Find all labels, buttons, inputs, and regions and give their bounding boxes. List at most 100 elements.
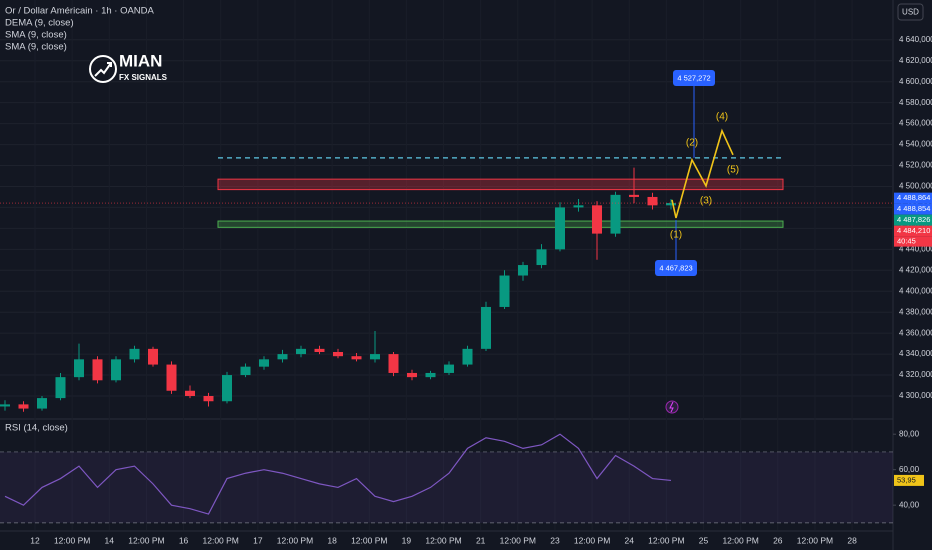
y-tick-label: 4 640,000 <box>899 35 932 44</box>
y-tick-label: 4 520,000 <box>899 161 932 170</box>
candle-body <box>203 396 214 402</box>
candle-body <box>555 207 565 250</box>
candle-body <box>462 348 473 365</box>
annotation-box <box>655 260 697 276</box>
candle-body <box>592 205 602 234</box>
rsi-line <box>4 433 672 515</box>
price-badge-label: 4 488,864 <box>897 193 930 202</box>
candle-body <box>296 348 306 355</box>
annotation-label: 4 467,823 <box>659 263 692 272</box>
x-tick-label: 12:00 PM <box>648 535 684 545</box>
candle-body <box>610 194 621 234</box>
candle-body <box>518 265 528 276</box>
x-tick-label: 18 <box>327 535 337 545</box>
candle-body <box>37 398 47 409</box>
x-tick-label: 12:00 PM <box>425 535 461 545</box>
grid-layer <box>0 39 893 397</box>
wave-label: (5) <box>727 164 739 175</box>
x-tick-label: 12 <box>30 535 40 545</box>
y-tick-label: 60,00 <box>899 465 920 474</box>
candle-body <box>166 364 177 391</box>
candle-body <box>481 306 491 349</box>
symbol-title: Or / Dollar Américain · 1h · OANDA <box>5 6 155 17</box>
rsi-band <box>0 451 893 523</box>
y-tick-label: 80,00 <box>899 429 920 438</box>
candle-body <box>425 372 436 378</box>
currency-label: USD <box>902 8 919 17</box>
y-tick-label: 4 360,000 <box>899 328 932 337</box>
currency-badge[interactable] <box>897 3 924 21</box>
price-badge-label: 4 484,210 <box>897 226 930 235</box>
countdown-badge <box>894 236 932 247</box>
candle-body <box>0 404 10 407</box>
y-tick-label: 4 620,000 <box>899 56 932 65</box>
price-badge-label: 4 487,826 <box>897 215 930 224</box>
y-tick-label: 4 580,000 <box>899 98 932 107</box>
logo-arrow <box>94 62 112 77</box>
candle-body <box>240 366 251 376</box>
candle-body <box>666 203 676 206</box>
candle-body <box>185 390 195 396</box>
wave-label: (3) <box>700 195 712 206</box>
indicator-label: DEMA (9, close) <box>5 18 74 29</box>
candle-body <box>148 348 158 365</box>
x-tick-label: 19 <box>402 535 412 545</box>
candle-body <box>314 348 325 352</box>
wave-label: (4) <box>716 111 728 122</box>
axis-layer: 4 300,000 4 320,000 4 340,000 4 360,000 4 38… <box>30 35 932 545</box>
candle-body <box>444 364 454 373</box>
x-tick-label: 12:00 PM <box>203 535 239 545</box>
x-tick-label: 25 <box>699 535 709 545</box>
y-tick-label: 4 440,000 <box>899 244 932 253</box>
x-tick-label: 16 <box>179 535 189 545</box>
candle-body <box>388 354 399 373</box>
logo: MIAN FX SIGNALS <box>89 51 168 83</box>
y-tick-label: 4 340,000 <box>899 349 932 358</box>
alert-icon[interactable] <box>665 400 679 414</box>
x-tick-label: 12:00 PM <box>351 535 387 545</box>
candle-body <box>111 359 121 381</box>
countdown-label: 40:45 <box>897 237 916 246</box>
wave-label: (2) <box>686 138 698 149</box>
x-tick-label: 12:00 PM <box>128 535 164 545</box>
y-tick-label: 4 380,000 <box>899 307 932 316</box>
x-tick-label: 26 <box>773 535 783 545</box>
x-tick-label: 28 <box>847 535 857 545</box>
x-tick-label: 21 <box>476 535 486 545</box>
candle-body <box>74 359 84 378</box>
candle-body <box>499 275 510 307</box>
indicator-label: SMA (9, close) <box>5 42 67 53</box>
candle-body <box>18 404 29 409</box>
price-badge-label: 4 488,854 <box>897 204 930 213</box>
y-tick-label: 4 300,000 <box>899 391 932 400</box>
candle-body <box>536 249 547 266</box>
price-badge <box>894 192 932 204</box>
x-tick-label: 14 <box>105 535 115 545</box>
rsi-badge-label: 53,95 <box>897 475 916 484</box>
annotation-box <box>673 70 715 86</box>
candle-body <box>351 356 362 360</box>
price-badge <box>894 225 932 237</box>
candle-body <box>573 205 584 208</box>
y-tick-label: 4 560,000 <box>899 119 932 128</box>
pane-title: RSI (14, close) <box>5 423 68 434</box>
wave-projection <box>671 128 734 219</box>
candle-body <box>333 352 343 357</box>
x-tick-label: 12:00 PM <box>500 535 536 545</box>
candle-body <box>407 372 417 378</box>
x-tick-label: 24 <box>625 535 635 545</box>
y-tick-label: 4 320,000 <box>899 370 932 379</box>
rsi-badge <box>894 474 924 486</box>
x-tick-label: 12:00 PM <box>722 535 758 545</box>
y-tick-label: 4 540,000 <box>899 140 932 149</box>
x-tick-label: 23 <box>550 535 560 545</box>
indicator-label: SMA (9, close) <box>5 30 67 41</box>
y-tick-label: 4 400,000 <box>899 286 932 295</box>
logo-tagline: FX SIGNALS <box>119 73 168 82</box>
y-tick-label: 4 600,000 <box>899 77 932 86</box>
logo-name: MIAN <box>119 51 162 70</box>
candle-body <box>370 354 380 360</box>
x-tick-label: 12:00 PM <box>797 535 833 545</box>
